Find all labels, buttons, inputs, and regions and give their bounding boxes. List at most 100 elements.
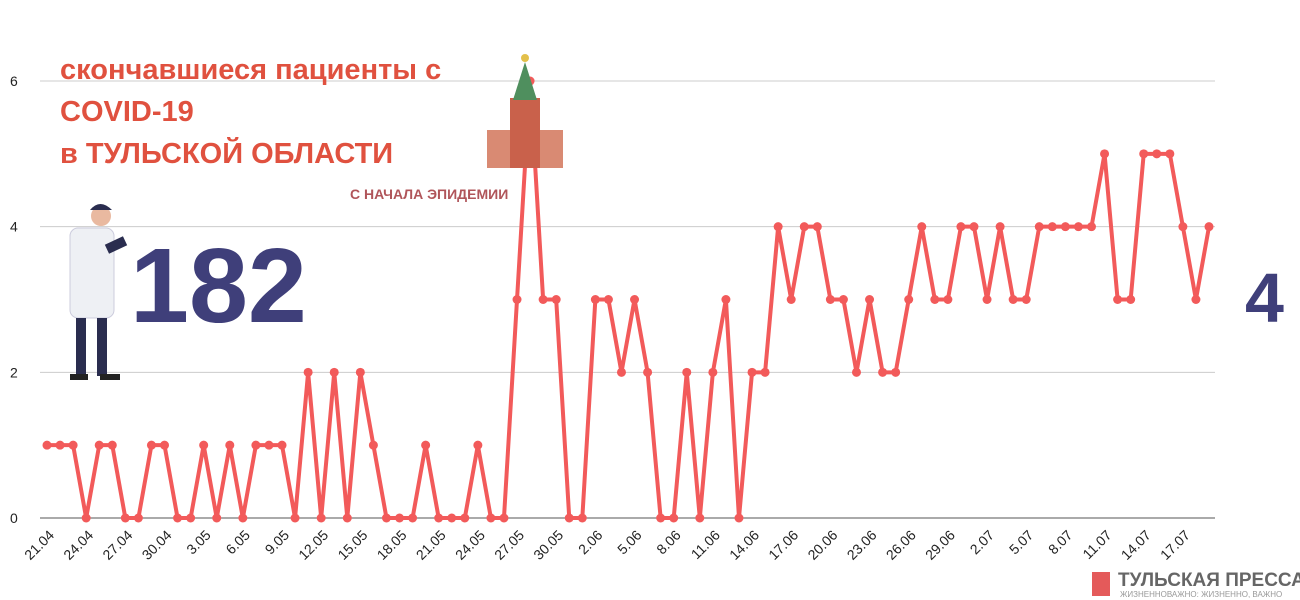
point: [865, 295, 875, 304]
point: [199, 440, 209, 450]
x-tick-label: 21.05: [413, 527, 449, 563]
x-tick-label: 5.06: [614, 527, 645, 558]
point: [1086, 222, 1096, 232]
point: [1126, 295, 1136, 304]
point: [186, 513, 196, 523]
x-tick-label: 14.06: [726, 527, 762, 563]
point: [225, 440, 235, 450]
point: [1165, 149, 1175, 159]
x-tick-label: 30.05: [530, 527, 566, 563]
point: [1034, 222, 1044, 232]
point: [512, 295, 522, 304]
point: [160, 440, 170, 450]
point: [577, 513, 587, 523]
x-tick-label: 20.06: [804, 527, 840, 563]
point: [408, 513, 418, 523]
point: [499, 513, 509, 523]
point: [1152, 149, 1162, 159]
point: [564, 513, 574, 523]
point: [1204, 222, 1214, 232]
point: [460, 513, 470, 523]
point: [1047, 222, 1057, 232]
point: [290, 513, 300, 523]
point: [708, 367, 718, 377]
point: [447, 513, 457, 523]
x-tick-label: 15.05: [334, 527, 370, 563]
x-tick-label: 29.06: [922, 527, 958, 563]
point: [212, 513, 222, 523]
point: [616, 367, 626, 377]
point: [930, 295, 940, 304]
point: [904, 295, 914, 304]
point: [1139, 149, 1149, 159]
title-line: в ТУЛЬСКОЙ ОБЛАСТИ: [60, 136, 393, 170]
point: [55, 440, 65, 450]
subtitle: С НАЧАЛА ЭПИДЕМИИ: [350, 186, 508, 202]
kremlin-icon: [487, 54, 563, 168]
point: [133, 513, 143, 523]
logo-name: ТУЛЬСКАЯ ПРЕССА: [1118, 570, 1300, 591]
x-tick-label: 11.07: [1079, 527, 1115, 563]
x-tick-label: 6.05: [222, 527, 253, 558]
point: [734, 513, 744, 523]
point: [68, 440, 78, 450]
point: [773, 222, 783, 232]
x-tick-label: 11.06: [688, 527, 724, 563]
point: [995, 222, 1005, 232]
point: [760, 367, 770, 377]
point: [42, 440, 52, 450]
point: [643, 367, 653, 377]
point: [342, 513, 352, 523]
point: [381, 513, 391, 523]
point: [486, 513, 496, 523]
x-tick-label: 2.07: [967, 527, 998, 558]
x-tick-label: 24.05: [452, 527, 488, 563]
point: [1191, 295, 1201, 304]
x-tick-label: 17.06: [765, 527, 801, 563]
point: [81, 513, 91, 523]
point: [94, 440, 104, 450]
point: [969, 222, 979, 232]
x-tick-label: 21.04: [21, 527, 57, 563]
point: [603, 295, 613, 304]
x-tick-label: 23.06: [844, 527, 880, 563]
point: [251, 440, 261, 450]
y-tick-label: 0: [10, 510, 18, 526]
point: [630, 295, 640, 304]
point: [1021, 295, 1031, 304]
x-tick-label: 26.06: [883, 527, 919, 563]
point: [590, 295, 600, 304]
point: [878, 367, 888, 377]
point: [891, 367, 901, 377]
point: [747, 367, 757, 377]
point: [956, 222, 966, 232]
point: [917, 222, 927, 232]
point: [329, 367, 339, 377]
x-tick-label: 30.04: [139, 527, 175, 563]
point: [395, 513, 405, 523]
point: [812, 222, 822, 232]
logo-tagline: ЖИЗНЕННОВАЖНО: ЖИЗНЕННО, ВАЖНО: [1120, 590, 1282, 599]
point: [786, 295, 796, 304]
point: [146, 440, 156, 450]
point: [264, 440, 274, 450]
point: [421, 440, 431, 450]
point: [538, 295, 548, 304]
point: [943, 295, 953, 304]
point: [355, 367, 365, 377]
x-tick-label: 27.04: [99, 527, 135, 563]
point: [851, 367, 861, 377]
x-tick-label: 18.05: [374, 527, 410, 563]
point: [1113, 295, 1123, 304]
point: [434, 513, 444, 523]
point: [982, 295, 992, 304]
point: [316, 513, 326, 523]
point: [238, 513, 248, 523]
point: [551, 295, 561, 304]
total-number: 182: [130, 227, 307, 345]
point: [368, 440, 378, 450]
x-tick-label: 24.04: [60, 527, 96, 563]
point: [1073, 222, 1083, 232]
point: [838, 295, 848, 304]
